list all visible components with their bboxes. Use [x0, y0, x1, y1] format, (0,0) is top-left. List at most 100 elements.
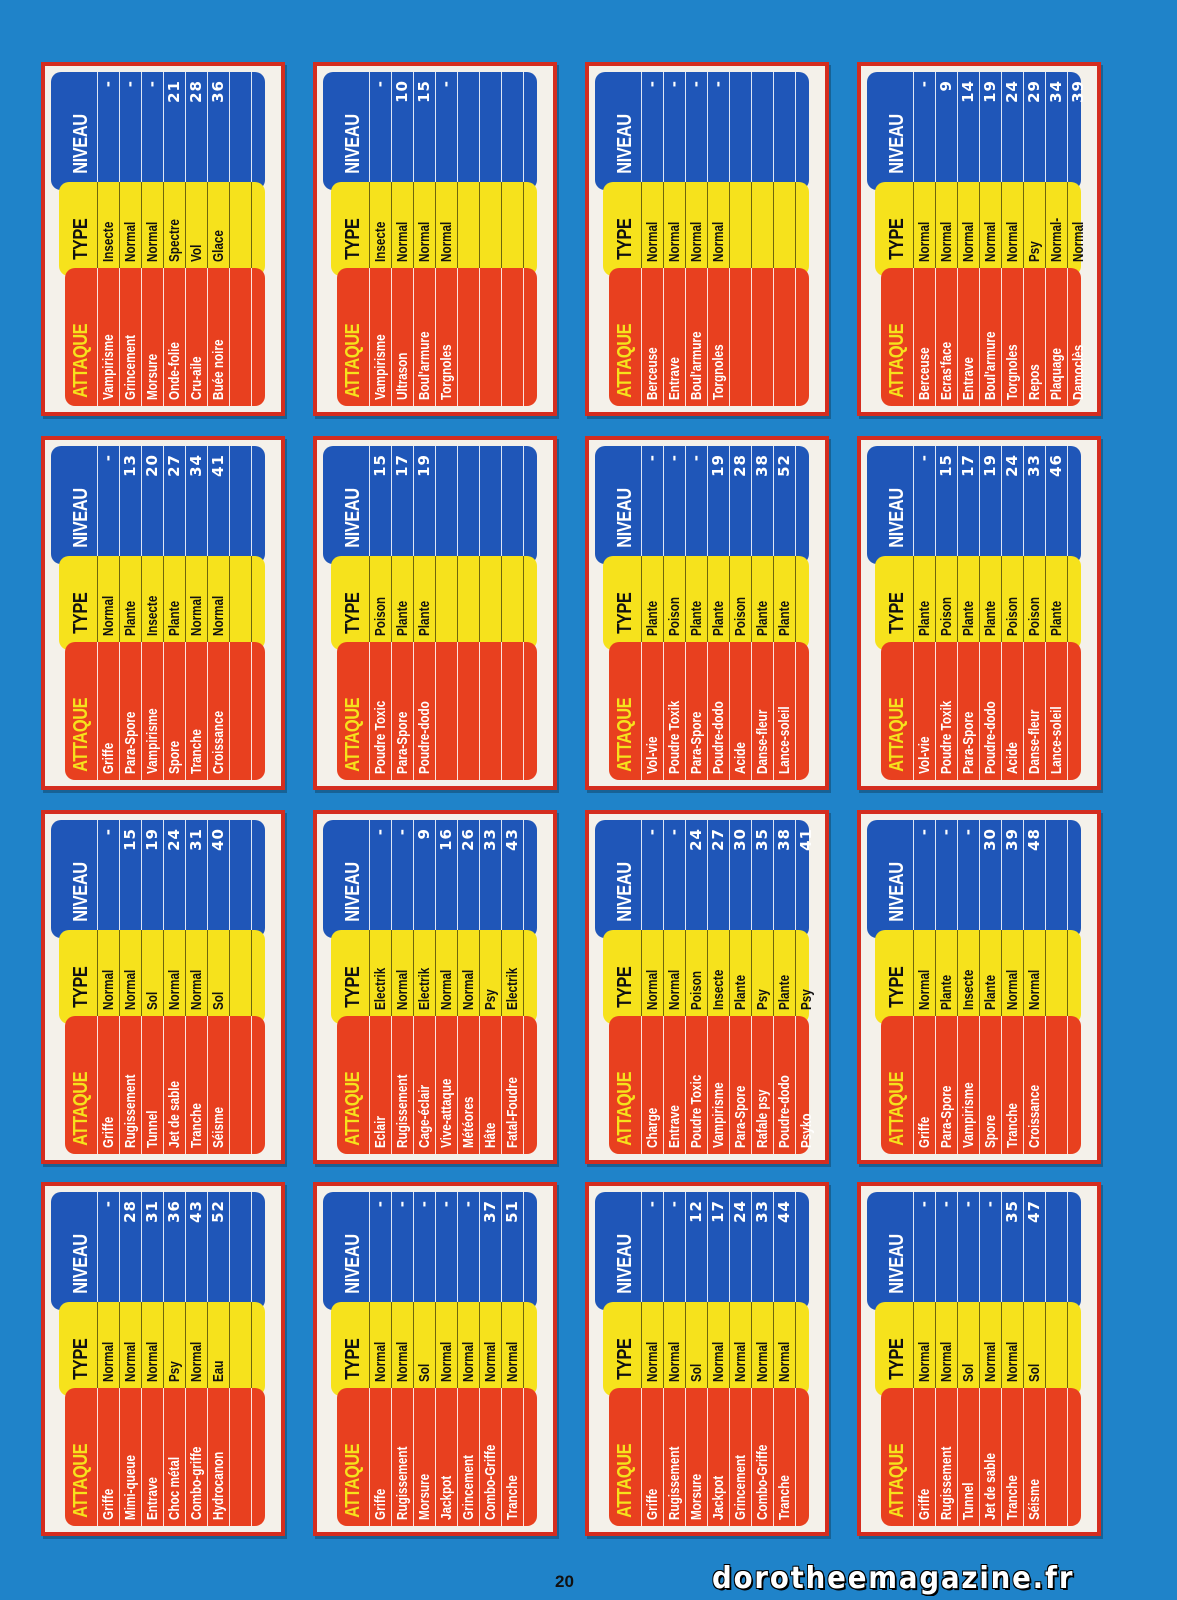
- table-row: Cru-aile: [185, 268, 207, 406]
- table-row: [751, 268, 773, 406]
- table-row: [795, 1302, 817, 1396]
- type-cell: Normal: [164, 930, 186, 1010]
- niveau-header: NIVEAU: [885, 862, 908, 922]
- type-value: Plante: [122, 600, 139, 636]
- table-row: [523, 556, 545, 650]
- type-header: TYPE: [885, 966, 908, 1008]
- table-row: Rugissement: [391, 1388, 413, 1526]
- attaque-cell: Psyko: [796, 1048, 818, 1148]
- attaque-value: Vampirisme: [710, 1082, 727, 1148]
- table-row: Griffe: [97, 1388, 119, 1526]
- attaque-cell: Griffe: [642, 1420, 664, 1520]
- table-row: [251, 1388, 273, 1526]
- niveau-value: 39: [1069, 80, 1087, 103]
- table-row: 24: [685, 820, 707, 938]
- attaque-cell: Tranche: [774, 1420, 796, 1520]
- niveau-value: -: [665, 80, 683, 88]
- table-row: 39: [1067, 72, 1089, 190]
- attaque-cell: Vampirisme: [98, 300, 120, 400]
- type-value: Eau: [210, 1360, 227, 1382]
- table-row: Morsure: [685, 1388, 707, 1526]
- attaque-cell: Vampirisme: [370, 300, 392, 400]
- niveau-value: -: [687, 80, 705, 88]
- type-cell: Normal: [1024, 930, 1046, 1010]
- attack-card: NIVEAU -15 19 24 31 40 TYPE Normal Normal Sol Norm…: [41, 810, 285, 1164]
- attaque-cell: Torgnoles: [1002, 300, 1024, 400]
- attaque-value: Tranche: [504, 1475, 521, 1520]
- niveau-cell: -: [436, 80, 458, 190]
- niveau-cell: -: [914, 1200, 936, 1310]
- table-row: 19: [413, 446, 435, 564]
- type-value: Psy: [798, 989, 815, 1010]
- type-cell: Insecte: [370, 182, 392, 262]
- attaque-column: ATTAQUE Vol-vie Poudre Toxik Para-Spore Poud…: [609, 642, 817, 780]
- attaque-cell: Vol-vie: [642, 674, 664, 774]
- niveau-value: -: [99, 454, 117, 462]
- table-row: Jackpot: [435, 1388, 457, 1526]
- type-header: TYPE: [885, 218, 908, 260]
- table-row: Vampirisme: [141, 642, 163, 780]
- attack-card: NIVEAU 15 17 19 TYPE Poison Plante Plante ATTAQU…: [313, 436, 557, 790]
- attaque-cell: Torgnoles: [708, 300, 730, 400]
- attaque-value: Rugissement: [394, 1074, 411, 1148]
- table-row: Normal: [97, 556, 119, 650]
- attaque-cell: Vampirisme: [708, 1048, 730, 1148]
- attaque-header: ATTAQUE: [613, 1071, 636, 1146]
- niveau-cell: 15: [414, 80, 436, 190]
- type-column: TYPE Normal Normal Poison Insecte Plante Psy Pl…: [603, 930, 817, 1024]
- table-row: 21: [163, 72, 185, 190]
- niveau-cell: 15: [936, 454, 958, 564]
- niveau-cell: 16: [436, 828, 458, 938]
- table-row: Poison: [1023, 556, 1045, 650]
- table-row: 43: [185, 1192, 207, 1310]
- table-row: Normal: [913, 182, 935, 276]
- type-value: Insecte: [144, 595, 161, 636]
- attaque-value: Griffe: [916, 1488, 933, 1520]
- table-row: [523, 1016, 545, 1154]
- attack-card: NIVEAU - - -19 28 38 52 TYPE Plante Poison Plante P…: [585, 436, 829, 790]
- type-value: Normal: [100, 1341, 117, 1382]
- attaque-value: Poudre-dodo: [982, 701, 999, 774]
- table-row: Vol-vie: [913, 642, 935, 780]
- niveau-value: -: [459, 1200, 477, 1208]
- table-row: -: [641, 72, 663, 190]
- attaque-cell: Entrave: [664, 300, 686, 400]
- type-cell: Normal: [120, 182, 142, 262]
- table-row: Normal: [435, 182, 457, 276]
- type-value: Poison: [666, 596, 683, 636]
- attack-card: NIVEAU -28 31 36 43 52 TYPE Normal Normal Normal P…: [41, 1182, 285, 1536]
- table-row: 52: [773, 446, 795, 564]
- table-row: Vampirisme: [707, 1016, 729, 1154]
- niveau-cell: -: [414, 1200, 436, 1310]
- table-row: [251, 556, 273, 650]
- type-value: Normal: [938, 221, 955, 262]
- table-row: 24: [163, 820, 185, 938]
- type-cell: Normal: [436, 1302, 458, 1382]
- attaque-cell: Poudre-dodo: [980, 674, 1002, 774]
- table-row: Plante: [773, 930, 795, 1024]
- type-cell: Normal: [436, 182, 458, 262]
- table-row: [795, 1192, 817, 1310]
- type-value: Plante: [916, 600, 933, 636]
- table-row: Tranche: [185, 642, 207, 780]
- niveau-value: -: [99, 828, 117, 836]
- attaque-value: Poudre Toxic: [372, 700, 389, 774]
- attaque-header: ATTAQUE: [885, 323, 908, 398]
- niveau-cell: -: [120, 80, 142, 190]
- table-row: -: [663, 1192, 685, 1310]
- table-row: [1045, 1302, 1067, 1396]
- attaque-value: Danse-fleur: [754, 709, 771, 774]
- table-row: [457, 72, 479, 190]
- attaque-cell: Charge: [642, 1048, 664, 1148]
- table-row: [479, 268, 501, 406]
- attaque-value: Vampirisme: [144, 708, 161, 774]
- table-row: Boul'armure: [979, 268, 1001, 406]
- table-row: -: [685, 446, 707, 564]
- attack-table: NIVEAU -15 17 19 24 33 46 TYPE Plante Poison Plant…: [867, 446, 1091, 780]
- attack-table: NIVEAU - - -19 28 38 52 TYPE Plante Poison Plante P…: [595, 446, 819, 780]
- attack-table: NIVEAU - - - - TYPE Normal Normal Normal Normal AT…: [595, 72, 819, 406]
- attaque-value: Griffe: [644, 1488, 661, 1520]
- niveau-column: NIVEAU -9 14 19 24 29 34 39: [867, 72, 1089, 190]
- type-cell: Normal: [752, 1302, 774, 1382]
- attaque-cell: Rugissement: [120, 1048, 142, 1148]
